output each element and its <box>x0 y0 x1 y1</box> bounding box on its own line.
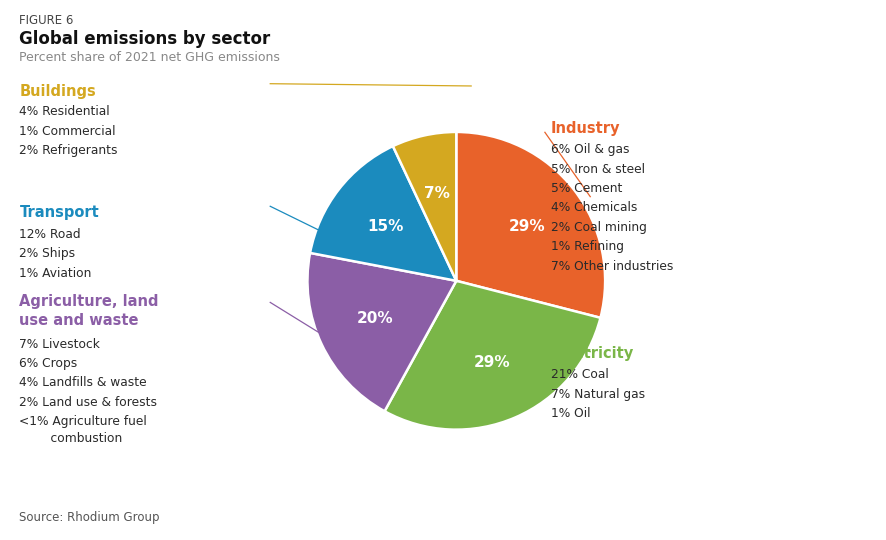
Text: 2% Coal mining: 2% Coal mining <box>551 221 647 234</box>
Text: 7% Other industries: 7% Other industries <box>551 260 673 273</box>
Text: 7% Natural gas: 7% Natural gas <box>551 388 645 401</box>
Text: 12% Road: 12% Road <box>19 228 82 241</box>
Text: 20%: 20% <box>357 312 393 326</box>
Text: 1% Commercial: 1% Commercial <box>19 125 116 138</box>
Text: 6% Crops: 6% Crops <box>19 357 78 370</box>
Text: 29%: 29% <box>473 355 510 370</box>
Text: 1% Aviation: 1% Aviation <box>19 267 92 280</box>
Text: 1% Refining: 1% Refining <box>551 240 624 253</box>
Wedge shape <box>310 146 456 281</box>
Text: 21% Coal: 21% Coal <box>551 368 609 381</box>
Text: Electricity: Electricity <box>551 346 634 361</box>
Text: combustion: combustion <box>35 433 122 446</box>
Text: 1% Oil: 1% Oil <box>551 407 591 420</box>
Text: 5% Cement: 5% Cement <box>551 182 623 195</box>
Text: 7% Livestock: 7% Livestock <box>19 338 100 350</box>
Text: 2% Land use & forests: 2% Land use & forests <box>19 396 158 409</box>
Text: Source: Rhodium Group: Source: Rhodium Group <box>19 511 160 524</box>
Text: 2% Ships: 2% Ships <box>19 247 75 260</box>
Wedge shape <box>392 132 456 281</box>
Text: FIGURE 6: FIGURE 6 <box>19 14 74 26</box>
Text: 4% Chemicals: 4% Chemicals <box>551 201 637 214</box>
Text: Global emissions by sector: Global emissions by sector <box>19 30 271 48</box>
Text: 6% Oil & gas: 6% Oil & gas <box>551 143 630 156</box>
Wedge shape <box>307 253 456 411</box>
Text: 2% Refrigerants: 2% Refrigerants <box>19 144 118 157</box>
Text: Transport: Transport <box>19 205 99 220</box>
Wedge shape <box>456 132 605 318</box>
Text: Agriculture, land
use and waste: Agriculture, land use and waste <box>19 294 159 328</box>
Text: Buildings: Buildings <box>19 84 97 99</box>
Text: 15%: 15% <box>368 219 404 234</box>
Wedge shape <box>385 281 601 430</box>
Text: 29%: 29% <box>509 219 545 234</box>
Text: 5% Iron & steel: 5% Iron & steel <box>551 163 645 176</box>
Text: Percent share of 2021 net GHG emissions: Percent share of 2021 net GHG emissions <box>19 51 280 64</box>
Text: 4% Residential: 4% Residential <box>19 105 110 118</box>
Text: 4% Landfills & waste: 4% Landfills & waste <box>19 376 147 389</box>
Text: 7%: 7% <box>424 186 450 201</box>
Text: <1% Agriculture fuel: <1% Agriculture fuel <box>19 415 147 428</box>
Text: Industry: Industry <box>551 122 620 137</box>
